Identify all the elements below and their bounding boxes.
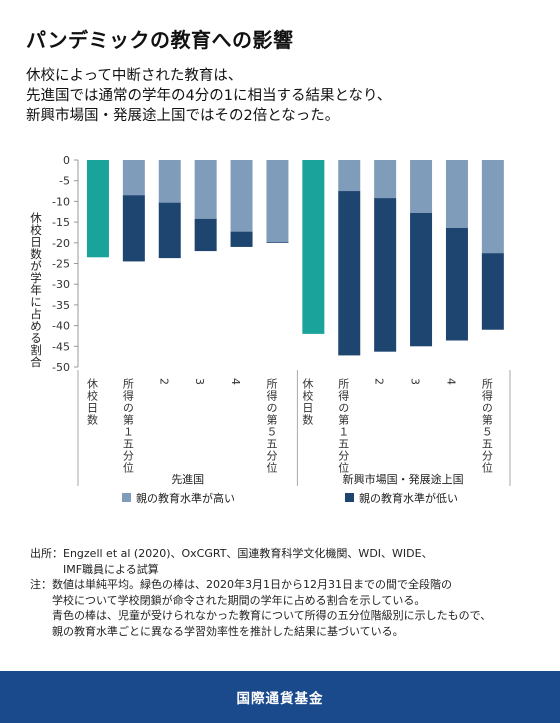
page-title: パンデミックの教育への影響 <box>26 28 294 52</box>
x-category-label: 休校日数 <box>301 378 314 426</box>
bar-low-parent-education <box>445 227 468 341</box>
source-row: 出所： Engzell et al (2020)、OxCGRT、国連教育科学文化… <box>30 546 545 577</box>
bar-low-parent-education <box>194 218 217 252</box>
note-text: 数値は単純平均。緑色の棒は、2020年3月1日から12月31日までの間で全段階の… <box>52 578 492 638</box>
bar-high-parent-education <box>158 160 181 203</box>
y-tick-label: 0 <box>63 154 70 167</box>
legend-swatch-low <box>345 493 354 502</box>
legend-label-high: 親の教育水準が高い <box>136 491 235 505</box>
x-category-label: 所得の第５五分位 <box>265 378 278 474</box>
bar-chart: 0 -5 -10 -15 -20 -25 -30 -35 -40 -45 -50 休校日数が学年に占め… <box>29 154 511 505</box>
bar-low-parent-education <box>230 231 253 247</box>
y-tick-label: -25 <box>52 258 70 271</box>
y-tick-label: -40 <box>52 320 70 333</box>
bar-low-parent-education <box>338 191 361 356</box>
x-category-label: 所得の第１五分位 <box>337 378 350 474</box>
page-subtitle: 休校によって中断された教育は、 先進国では通常の学年の4分の1に相当する結果とな… <box>26 68 392 124</box>
x-category-label: 4 <box>444 378 457 386</box>
y-tick-label: -5 <box>59 175 70 188</box>
source-text: Engzell et al (2020)、OxCGRT、国連教育科学文化機関、W… <box>63 547 433 576</box>
bar-high-parent-education <box>122 160 145 196</box>
footer-bar: 国際通貨基金 <box>0 671 560 723</box>
x-category-label: 4 <box>229 378 242 386</box>
y-tick-label: -15 <box>52 216 70 229</box>
y-tick-label: -30 <box>52 278 70 291</box>
y-tick-label: -50 <box>52 361 70 374</box>
bar-closure-days <box>86 160 109 258</box>
bar-high-parent-education <box>338 160 361 192</box>
group-label: 新興市場国・発展途上国 <box>343 472 464 486</box>
y-tick-label: -20 <box>52 237 70 250</box>
group-label: 先進国 <box>171 473 204 486</box>
bar-low-parent-education <box>410 212 433 347</box>
y-tick-label: -45 <box>52 340 70 353</box>
legend-label-low: 親の教育水準が低い <box>359 491 458 505</box>
source-label: 出所： <box>30 547 63 560</box>
legend-swatch-high <box>122 493 131 502</box>
x-category-label: 所得の第５五分位 <box>480 378 493 474</box>
x-category-label: 所得の第１五分位 <box>121 378 134 474</box>
y-tick-label: -10 <box>52 195 70 208</box>
x-category-label: 3 <box>193 378 206 386</box>
notes: 出所： Engzell et al (2020)、OxCGRT、国連教育科学文化… <box>30 546 545 639</box>
bar-high-parent-education <box>374 160 397 199</box>
bar-low-parent-education <box>158 202 181 259</box>
x-category-label: 休校日数 <box>85 378 98 426</box>
footer-org-name: 国際通貨基金 <box>236 691 324 707</box>
bar-high-parent-education <box>194 160 217 219</box>
bar-high-parent-education <box>230 160 253 232</box>
bar-low-parent-education <box>122 195 145 262</box>
bar-high-parent-education <box>445 160 468 228</box>
bar-high-parent-education <box>266 160 289 242</box>
note-row: 注： 数値は単純平均。緑色の棒は、2020年3月1日から12月31日までの間で全… <box>30 577 545 639</box>
bar-low-parent-education <box>481 253 504 330</box>
bar-closure-days <box>302 160 325 334</box>
bar-low-parent-education <box>266 241 289 243</box>
bar-high-parent-education <box>410 160 433 213</box>
x-category-label: 2 <box>157 378 170 386</box>
x-category-label: 3 <box>409 378 422 386</box>
y-axis-title: 休校日数が学年に占める割合 <box>29 212 43 368</box>
x-category-label: 2 <box>373 378 386 386</box>
bar-high-parent-education <box>481 160 504 254</box>
y-tick-label: -35 <box>52 299 70 312</box>
bar-low-parent-education <box>374 198 397 352</box>
note-label: 注： <box>30 578 52 591</box>
